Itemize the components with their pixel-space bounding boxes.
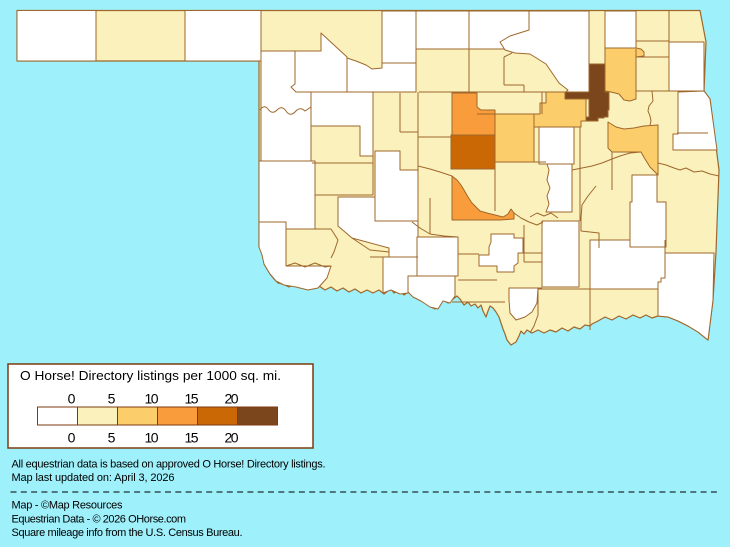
svg-text:15: 15 (185, 430, 199, 446)
svg-text:Map - ©Map Resources: Map - ©Map Resources (12, 500, 124, 512)
svg-text:0: 0 (68, 430, 76, 446)
svg-text:Map last updated on: April 3,: Map last updated on: April 3, 2026 (12, 472, 175, 484)
svg-text:10: 10 (145, 430, 159, 446)
svg-text:20: 20 (225, 391, 239, 407)
svg-text:5: 5 (108, 391, 116, 407)
svg-text:10: 10 (145, 391, 159, 407)
svg-text:5: 5 (108, 430, 116, 446)
svg-text:O Horse! Directory listings pe: O Horse! Directory listings per 1000 sq.… (20, 368, 281, 383)
svg-text:20: 20 (225, 430, 239, 446)
svg-text:0: 0 (68, 391, 76, 407)
svg-text:15: 15 (185, 391, 199, 407)
svg-text:Square mileage info from the U: Square mileage info from the U.S. Census… (12, 527, 243, 539)
svg-text:Equestrian Data - © 2026 OHors: Equestrian Data - © 2026 OHorse.com (12, 513, 187, 525)
svg-text:All equestrian data is based o: All equestrian data is based on approved… (12, 459, 326, 471)
